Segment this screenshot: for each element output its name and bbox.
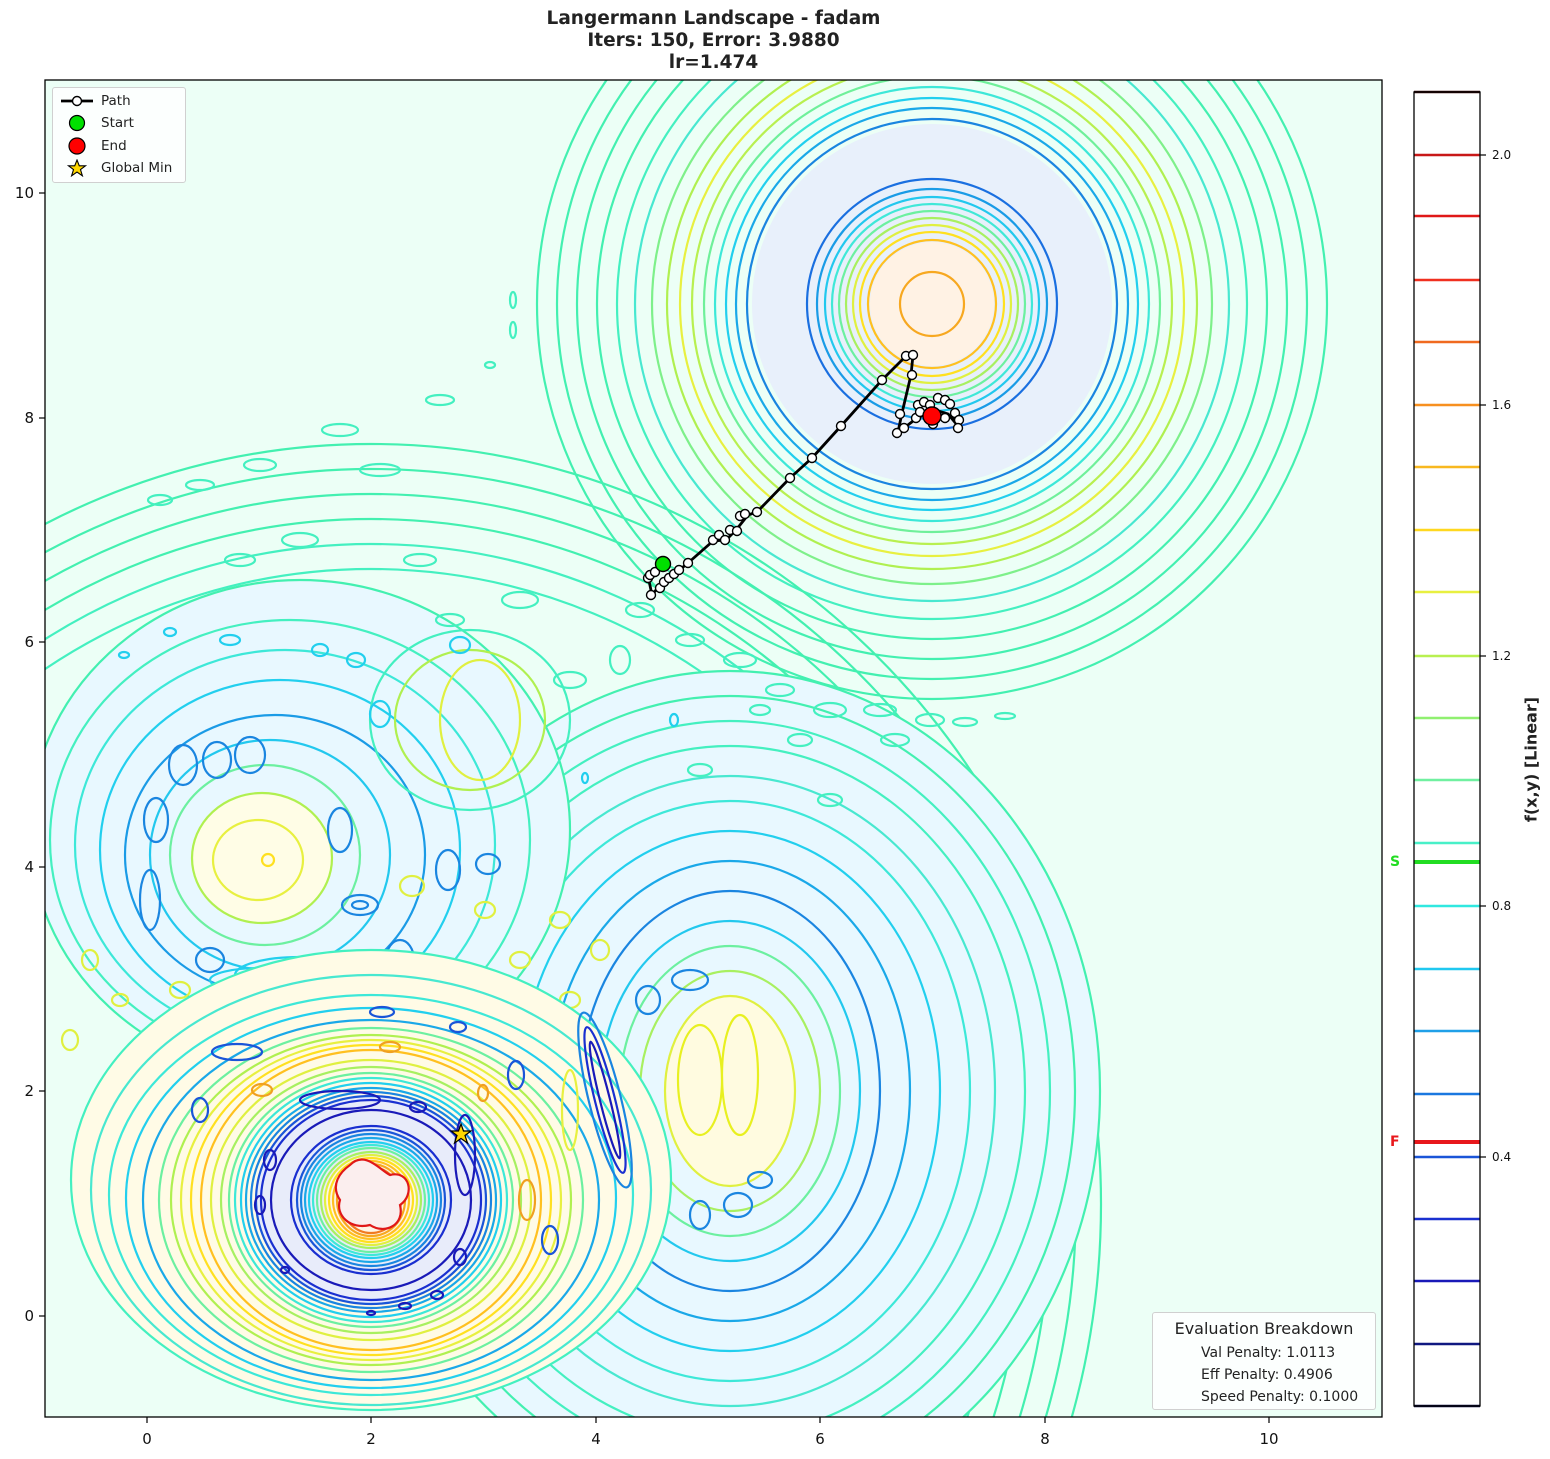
x-tick-4: 4 bbox=[591, 1430, 601, 1448]
colorbar bbox=[1413, 90, 1486, 1408]
legend-label: Path bbox=[101, 93, 131, 109]
x-axis-ticks bbox=[146, 1417, 1270, 1423]
y-tick-0: 0 bbox=[24, 1307, 34, 1325]
speed-penalty: Speed Penalty: 0.1000 bbox=[1201, 1389, 1359, 1405]
val-penalty: Val Penalty: 1.0113 bbox=[1201, 1345, 1336, 1361]
red-circle-icon bbox=[68, 137, 86, 155]
star-icon bbox=[66, 159, 88, 177]
legend: Path Start End Global Min bbox=[52, 87, 186, 183]
x-tick-2: 2 bbox=[366, 1430, 376, 1448]
title-line-1: Langermann Landscape - fadam bbox=[546, 8, 881, 29]
global-min-marker bbox=[449, 1122, 473, 1145]
green-circle-icon bbox=[68, 114, 86, 132]
legend-label: Global Min bbox=[101, 160, 173, 176]
colorbar-tick-0-8: 0.8 bbox=[1492, 899, 1512, 913]
evaluation-breakdown-box: Evaluation Breakdown Val Penalty: 1.0113… bbox=[1152, 1312, 1376, 1410]
colorbar-axis-label: f(x,y) [Linear] bbox=[1521, 696, 1541, 823]
colorbar-start-label: S bbox=[1390, 854, 1401, 870]
legend-label: End bbox=[101, 138, 127, 154]
legend-item-start: Start bbox=[53, 112, 185, 134]
y-axis-ticks bbox=[39, 192, 45, 1317]
eff-penalty: Eff Penalty: 0.4906 bbox=[1201, 1367, 1333, 1383]
legend-item-global-min: Global Min bbox=[53, 157, 185, 179]
title-line-2: Iters: 150, Error: 3.9880 bbox=[587, 30, 840, 51]
contour-lines bbox=[45, 80, 1328, 1417]
y-tick-6: 6 bbox=[24, 633, 34, 651]
title-line-3: lr=1.474 bbox=[668, 52, 759, 73]
legend-label: Start bbox=[101, 115, 134, 131]
optimizer-path bbox=[449, 349, 965, 1145]
y-tick-8: 8 bbox=[24, 409, 34, 427]
colorbar-tick-1-2: 1.2 bbox=[1492, 649, 1512, 663]
colorbar-tick-0-4: 0.4 bbox=[1492, 1150, 1512, 1164]
x-tick-10: 10 bbox=[1259, 1430, 1279, 1448]
colorbar-tick-2-0: 2.0 bbox=[1492, 148, 1512, 162]
evaluation-title: Evaluation Breakdown bbox=[1174, 1319, 1354, 1338]
colorbar-final-label: F bbox=[1390, 1134, 1400, 1150]
y-tick-10: 10 bbox=[14, 184, 34, 202]
path-line-icon bbox=[61, 95, 93, 107]
legend-item-path: Path bbox=[53, 90, 185, 112]
y-tick-4: 4 bbox=[24, 858, 34, 876]
y-tick-2: 2 bbox=[24, 1082, 34, 1100]
colorbar-tick-1-6: 1.6 bbox=[1492, 398, 1512, 412]
chart-title: Langermann Landscape - fadam Iters: 150,… bbox=[0, 8, 1427, 74]
x-tick-6: 6 bbox=[815, 1430, 825, 1448]
x-tick-8: 8 bbox=[1040, 1430, 1050, 1448]
plot-frame bbox=[44, 79, 1383, 1418]
end-marker bbox=[922, 406, 942, 426]
legend-item-end: End bbox=[53, 135, 185, 157]
x-tick-0: 0 bbox=[142, 1430, 152, 1448]
start-marker bbox=[654, 555, 672, 573]
